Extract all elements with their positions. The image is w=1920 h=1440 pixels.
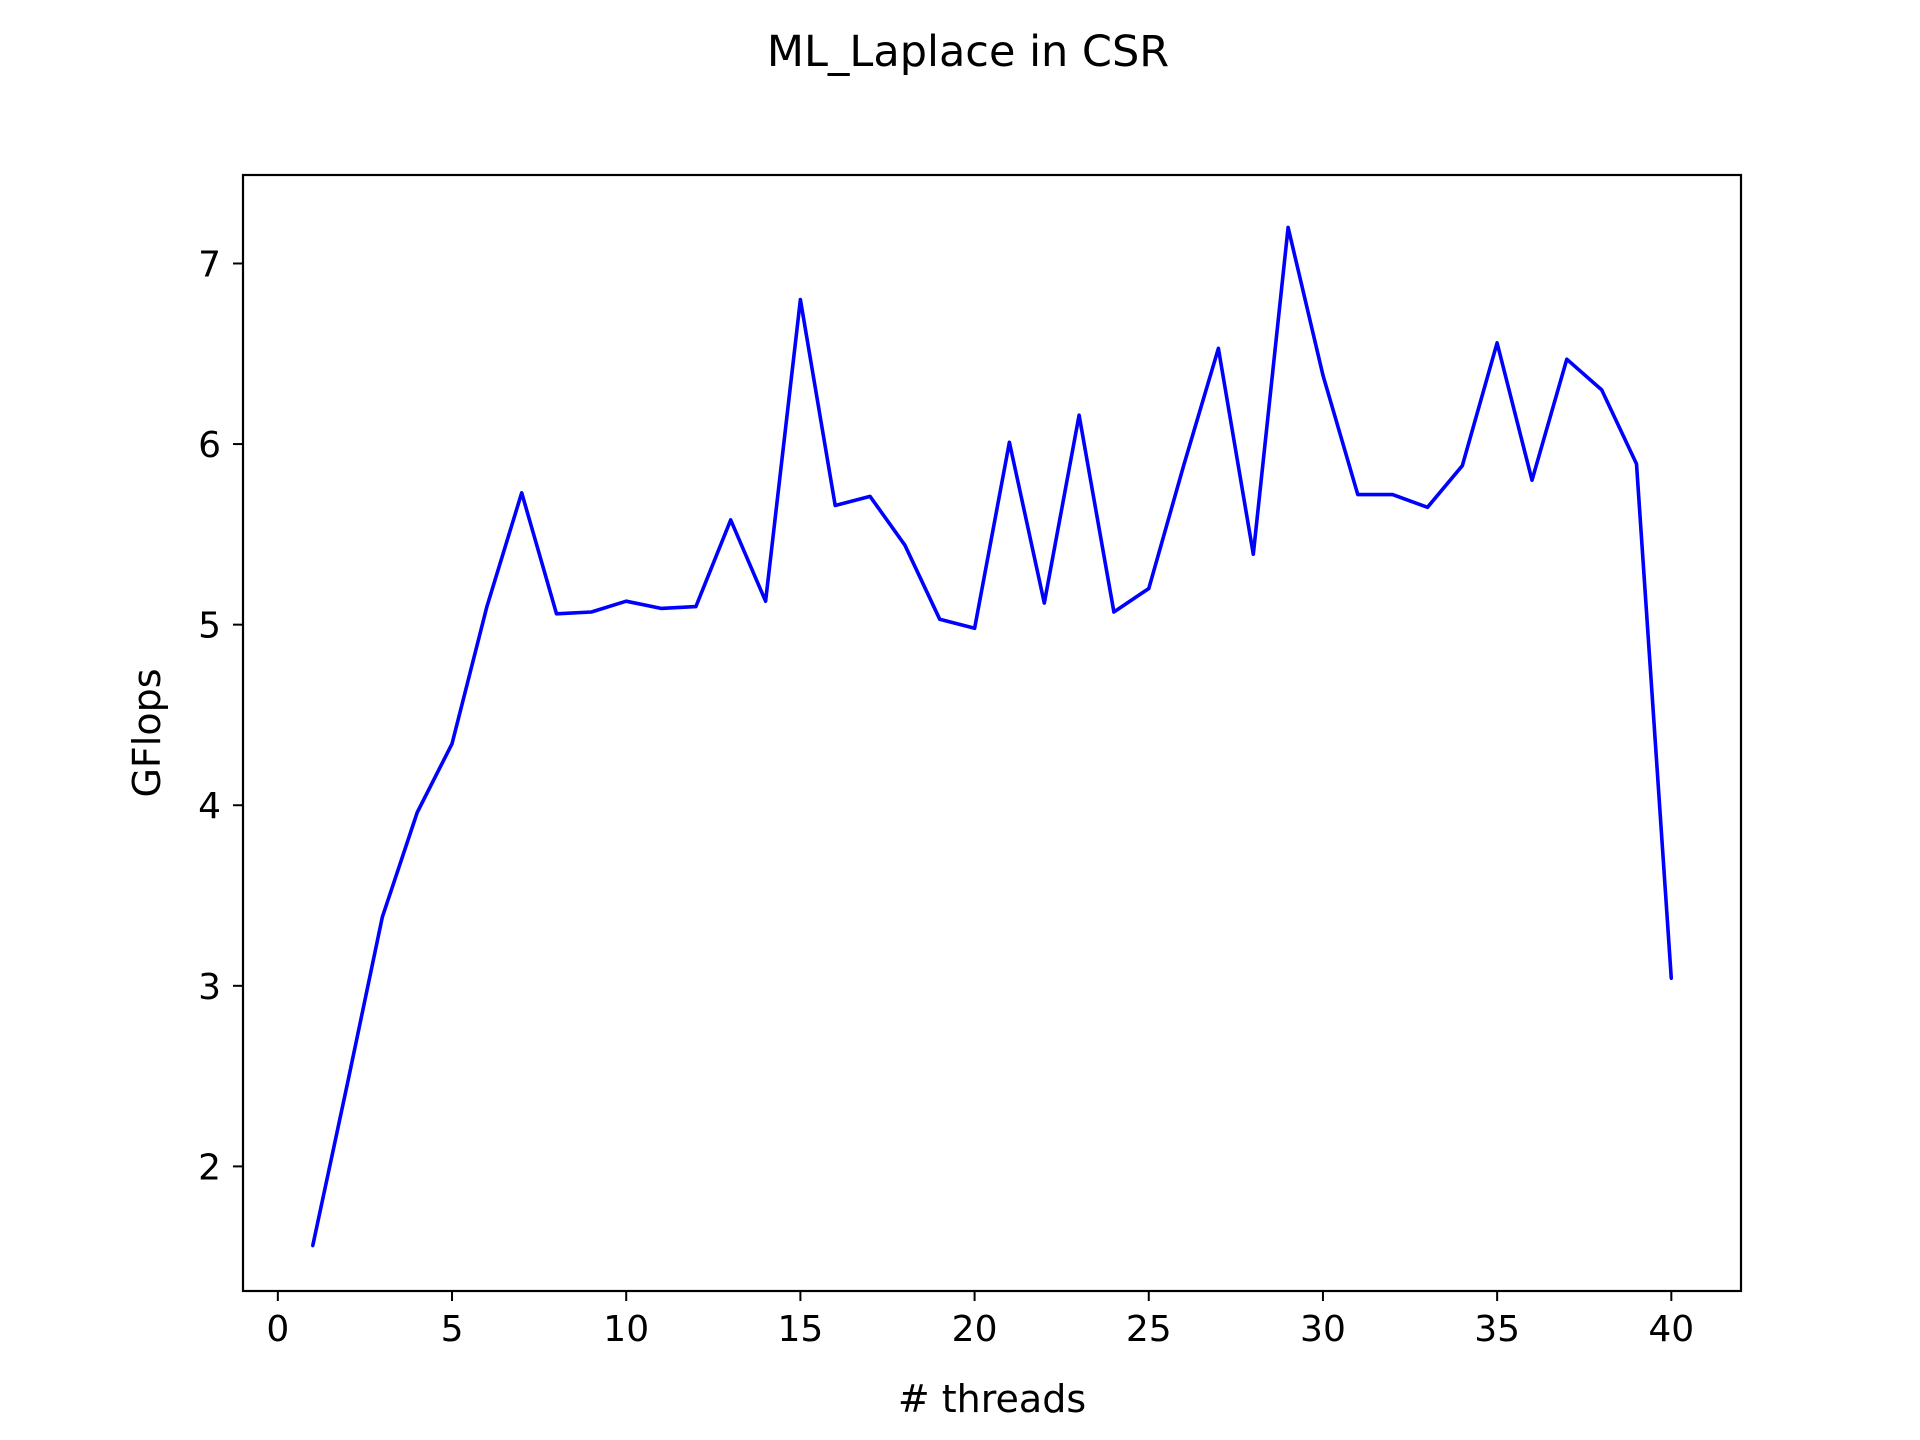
data-point: [1286, 225, 1290, 229]
x-axis-label: # threads: [898, 1377, 1086, 1421]
x-tick-label: 25: [1126, 1309, 1172, 1350]
data-point: [868, 494, 872, 498]
y-tick-label: 3: [198, 967, 221, 1008]
data-point: [1356, 493, 1360, 497]
data-point: [903, 543, 907, 547]
y-tick-label: 4: [198, 786, 221, 827]
data-point: [485, 605, 489, 609]
x-tick-label: 20: [952, 1309, 998, 1350]
x-tick-label: 30: [1300, 1309, 1346, 1350]
x-tick-label: 0: [266, 1309, 289, 1350]
data-point: [555, 612, 558, 616]
data-point: [764, 599, 768, 603]
data-point: [520, 491, 524, 495]
data-point: [1600, 388, 1604, 392]
data-point: [1391, 493, 1395, 497]
data-point: [1112, 610, 1116, 614]
data-point: [1042, 601, 1046, 605]
x-axis: 0 5 10 15 20 25 30 35 40: [266, 1291, 1694, 1350]
data-point: [1251, 552, 1255, 556]
data-point: [1182, 464, 1186, 468]
data-point: [1635, 462, 1638, 466]
data-point: [659, 606, 663, 610]
data-point: [729, 518, 733, 522]
x-tick-label: 35: [1474, 1309, 1520, 1350]
data-point: [311, 1244, 315, 1248]
data-point: [1216, 346, 1220, 350]
y-axis-label: GFlops: [125, 668, 169, 797]
data-point: [1495, 341, 1499, 345]
data-point: [1147, 587, 1151, 590]
data-point: [694, 605, 698, 609]
data-point: [938, 617, 942, 621]
data-point: [1669, 977, 1673, 981]
y-axis: 2 3 4 5 6 7: [198, 244, 243, 1188]
chart-title: ML_Laplace in CSR: [767, 27, 1169, 77]
data-point: [1460, 464, 1464, 468]
data-point: [1426, 505, 1429, 509]
data-point: [833, 504, 837, 507]
data-point: [973, 626, 977, 630]
data-point: [450, 742, 454, 746]
plot-area: [310, 225, 1674, 1248]
y-tick-label: 6: [198, 425, 221, 466]
x-tick-label: 40: [1648, 1309, 1694, 1350]
data-point: [1077, 413, 1081, 417]
data-point: [346, 1081, 349, 1085]
data-point: [1565, 357, 1569, 361]
data-point: [1530, 478, 1534, 482]
x-tick-label: 10: [603, 1309, 649, 1350]
data-point: [1007, 440, 1011, 444]
plot-frame: [241, 173, 1743, 1293]
data-point: [415, 811, 419, 814]
data-point: [1321, 373, 1325, 377]
series-line-0: [310, 225, 1674, 1247]
data-point: [624, 599, 628, 603]
data-point: [798, 298, 802, 302]
x-tick-label: 5: [441, 1309, 464, 1350]
data-point: [589, 610, 593, 614]
y-tick-label: 7: [198, 244, 221, 285]
x-tick-label: 15: [777, 1309, 823, 1350]
y-tick-label: 5: [198, 606, 221, 647]
y-tick-label: 2: [198, 1147, 221, 1188]
data-point: [380, 915, 384, 919]
